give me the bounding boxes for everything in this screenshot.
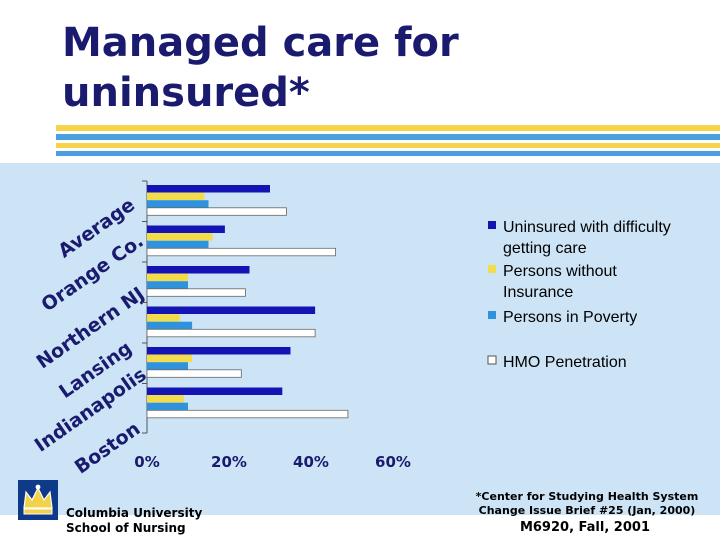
legend-label: Uninsured with difficulty getting care [503, 219, 671, 257]
bar-1-2 [147, 273, 188, 282]
course-label: M6920, Fall, 2001 [519, 520, 650, 535]
legend-label: Persons in Poverty [503, 309, 637, 326]
institution-name: Columbia University School of Nursing [66, 506, 202, 536]
chart-panel [0, 163, 720, 515]
x-tick-label: 0% [134, 453, 159, 471]
bar-0-3 [147, 306, 316, 314]
legend-swatch [487, 355, 497, 365]
bar-2-0 [147, 200, 209, 208]
bar-3-0 [146, 207, 287, 216]
legend-swatch [488, 221, 496, 229]
legend: Uninsured with difficulty getting care Per… [487, 219, 671, 371]
bar-2-1 [147, 240, 209, 249]
bar-2-4 [147, 362, 188, 370]
bar-3-1 [146, 247, 337, 257]
x-tick-label: 40% [293, 453, 329, 471]
bar-0-0 [147, 185, 270, 193]
x-tick-label: 60% [375, 453, 411, 471]
source-note-line-1: *Center for Studying Health System [475, 490, 699, 503]
legend-swatch [488, 265, 496, 273]
title-line-1: Managed care for [62, 20, 459, 66]
bar-0-2 [147, 266, 250, 274]
bar-1-5 [147, 395, 184, 403]
bar-3-4 [146, 369, 242, 378]
bar-2-3 [147, 321, 193, 330]
legend-swatch [488, 311, 496, 319]
title-line-2: uninsured* [62, 70, 310, 116]
x-tick-label: 20% [211, 453, 247, 471]
institution-line-1: Columbia University [66, 506, 203, 520]
legend-label: Persons without Insurance [503, 263, 617, 301]
bar-0-5 [147, 387, 283, 395]
source-note: *Center for Studying Health System Chang… [462, 490, 712, 518]
bar-0-1 [147, 225, 225, 233]
stripe-blue-2 [56, 151, 720, 156]
bar-0-4 [147, 347, 291, 355]
bar-2-2 [147, 281, 188, 289]
bar-3-2 [146, 288, 246, 297]
plot-area: 0% 20% 40% 60% [134, 180, 411, 471]
slide-title: Managed care for uninsured* [62, 18, 459, 118]
bar-3-3 [146, 328, 316, 338]
source-note-line-2: Change Issue Brief #25 (Jan, 2000) [478, 504, 696, 517]
stripe-yellow-1 [56, 125, 720, 131]
legend-label: HMO Penetration [503, 354, 627, 371]
bar-1-4 [147, 354, 193, 363]
bar-2-5 [147, 402, 188, 411]
bar-1-3 [147, 314, 180, 322]
bar-3-5 [146, 409, 349, 419]
bar-1-1 [147, 233, 213, 241]
bar-1-0 [147, 192, 205, 201]
crown-logo-icon [18, 480, 58, 520]
stripe-yellow-2 [56, 143, 720, 148]
institution-line-2: School of Nursing [66, 521, 186, 535]
stripe-blue-1 [56, 134, 720, 140]
